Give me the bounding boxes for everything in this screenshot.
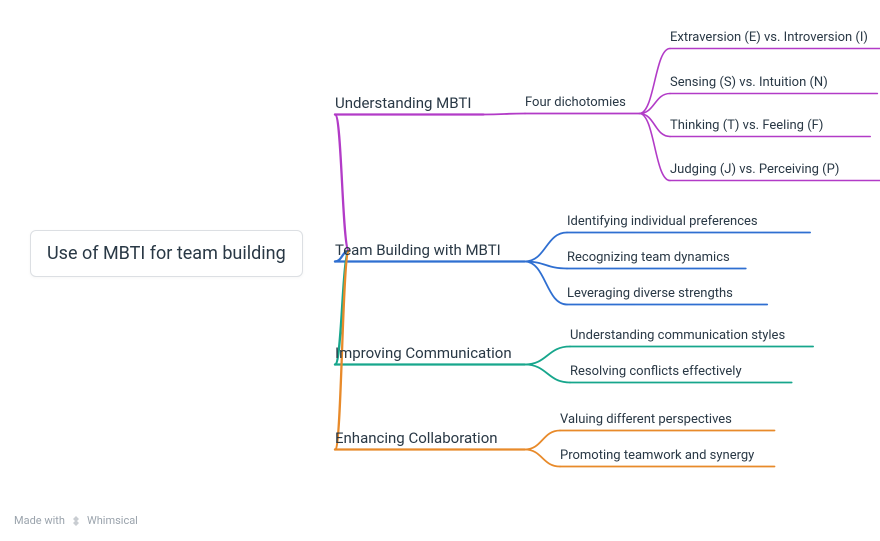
whimsical-icon — [70, 515, 82, 527]
node-teamwork: Promoting teamwork and synergy — [560, 448, 754, 465]
footer-prefix: Made with — [14, 514, 65, 527]
node-sn: Sensing (S) vs. Intuition (N) — [670, 75, 828, 92]
node-tf: Thinking (T) vs. Feeling (F) — [670, 118, 823, 135]
footer-brand: Whimsical — [87, 514, 138, 527]
node-ei: Extraversion (E) vs. Introversion (I) — [670, 30, 868, 47]
node-styles: Understanding communication styles — [570, 328, 785, 345]
mindmap-root: Use of MBTI for team building — [30, 230, 303, 277]
node-jp: Judging (J) vs. Perceiving (P) — [670, 162, 839, 179]
branch-collaboration: Enhancing Collaboration — [335, 429, 498, 449]
node-four-dichotomies: Four dichotomies — [525, 95, 626, 112]
footer-attribution: Made with Whimsical — [14, 514, 138, 527]
branch-communication: Improving Communication — [335, 344, 512, 364]
node-identify: Identifying individual preferences — [567, 214, 758, 231]
branch-team-building: Team Building with MBTI — [335, 241, 501, 261]
node-dynamics: Recognizing team dynamics — [567, 250, 730, 267]
node-leverage: Leveraging diverse strengths — [567, 286, 733, 303]
node-perspectives: Valuing different perspectives — [560, 412, 732, 429]
branch-understanding: Understanding MBTI — [335, 94, 471, 114]
node-conflicts: Resolving conflicts effectively — [570, 364, 742, 381]
